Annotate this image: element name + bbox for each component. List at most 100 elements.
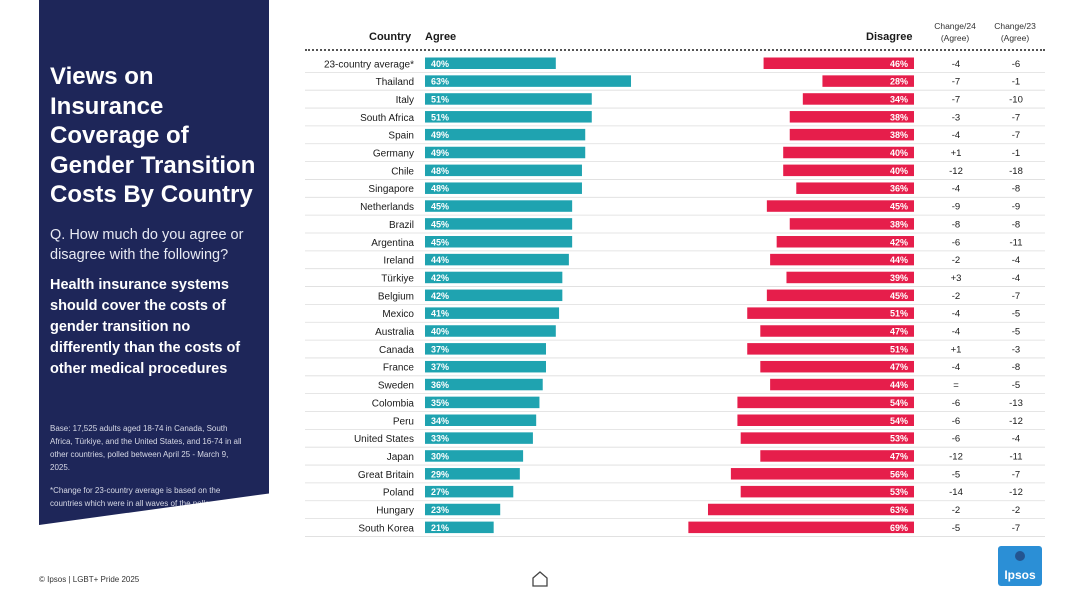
agree-bar [425, 325, 556, 337]
disagree-bar [796, 182, 914, 194]
home-icon[interactable] [531, 570, 549, 588]
change23-value: -9 [1012, 202, 1020, 213]
country-label: Colombia [372, 398, 415, 409]
agree-value-label: 49% [431, 148, 449, 158]
agree-value-label: 41% [431, 309, 449, 319]
country-label: Chile [391, 166, 414, 177]
agree-bar [425, 289, 563, 302]
page-title: Views on Insurance Coverage of Gender Tr… [50, 63, 256, 208]
country-label: Great Britain [358, 470, 414, 481]
disagree-header: Disagree [866, 31, 913, 43]
disagree-value-label: 39% [890, 273, 908, 283]
disagree-bar [766, 200, 914, 212]
agree-bar [425, 271, 563, 284]
change24-value: -2 [952, 505, 960, 516]
agree-bar [425, 360, 546, 373]
agree-bar [425, 378, 543, 391]
disagree-bar [740, 432, 914, 444]
disagree-value-label: 38% [890, 130, 908, 140]
disagree-value-label: 44% [890, 380, 908, 390]
agree-value-label: 42% [431, 291, 449, 301]
disagree-bar [822, 75, 914, 87]
change24-header-line1: Change/24 [934, 21, 976, 31]
change24-value: +1 [951, 344, 962, 355]
agree-bar [425, 414, 537, 426]
country-label: 23-country average* [324, 59, 414, 70]
change24-header: Change/24 (Agree) [926, 20, 984, 44]
agree-bar [425, 200, 573, 212]
change23-value: -6 [1012, 59, 1020, 70]
change23-value: -4 [1012, 273, 1020, 284]
disagree-value-label: 47% [890, 327, 908, 337]
agree-value-label: 34% [431, 416, 449, 426]
change24-value: -12 [949, 166, 963, 177]
disagree-value-label: 28% [890, 77, 908, 87]
change24-value: -4 [952, 184, 960, 195]
agree-bar [425, 182, 582, 194]
change23-value: -12 [1009, 416, 1023, 427]
disagree-value-label: 51% [890, 344, 908, 354]
agree-bar [425, 432, 533, 444]
disagree-value-label: 45% [890, 291, 908, 301]
change23-value: -8 [1012, 362, 1020, 373]
change24-value: -12 [949, 451, 963, 462]
change23-value: -3 [1012, 344, 1020, 355]
disagree-value-label: 40% [890, 148, 908, 158]
change23-header-line1: Change/23 [994, 21, 1036, 31]
agree-bar [425, 521, 494, 534]
agree-value-label: 29% [431, 469, 449, 479]
agree-bar [425, 75, 632, 87]
disagree-bar [763, 57, 914, 69]
change24-value: -4 [952, 327, 960, 338]
agree-value-label: 21% [431, 523, 449, 533]
disagree-bar [760, 325, 914, 337]
disagree-value-label: 36% [890, 184, 908, 194]
change24-value: -2 [952, 255, 960, 266]
change23-value: -5 [1012, 380, 1020, 391]
country-label: Türkiye [381, 273, 414, 284]
disagree-value-label: 63% [890, 505, 908, 515]
agree-value-label: 51% [431, 94, 449, 104]
agree-value-label: 63% [431, 77, 449, 87]
footer-credit: © Ipsos | LGBT+ Pride 2025 [39, 575, 140, 584]
country-label: Australia [375, 327, 414, 338]
agree-value-label: 48% [431, 166, 449, 176]
logo-text: Ipsos [1004, 568, 1036, 582]
agree-bar [425, 396, 540, 409]
change23-value: -10 [1009, 94, 1023, 105]
disagree-bar [776, 236, 914, 248]
change24-value: -2 [952, 291, 960, 302]
agree-bar [425, 146, 586, 159]
agree-bar [425, 111, 592, 123]
change-note: *Change for 23-country average is based … [50, 486, 221, 508]
change23-value: -7 [1012, 523, 1020, 534]
agree-bar [425, 503, 501, 516]
disagree-bar [786, 271, 914, 284]
change24-value: +1 [951, 148, 962, 159]
country-label: Sweden [378, 381, 414, 392]
disagree-value-label: 46% [890, 59, 908, 69]
change23-value: -7 [1012, 130, 1020, 141]
disagree-value-label: 47% [890, 362, 908, 372]
info-panel: Views on Insurance Coverage of Gender Tr… [39, 0, 269, 525]
change23-value: -11 [1009, 237, 1022, 248]
disagree-bar [747, 343, 914, 355]
ipsos-logo: Ipsos [998, 546, 1042, 586]
change24-value: -9 [952, 202, 960, 213]
change23-value: -11 [1009, 451, 1022, 462]
agree-bar [425, 485, 514, 498]
change23-value: -12 [1009, 487, 1023, 498]
base-note: Base: 17,525 adults aged 18-74 in Canada… [50, 424, 242, 472]
agree-value-label: 35% [431, 398, 449, 408]
agree-value-label: 37% [431, 362, 449, 372]
change23-header: Change/23 (Agree) [986, 20, 1044, 44]
disagree-bar [707, 503, 914, 516]
change23-value: -7 [1012, 112, 1020, 123]
disagree-value-label: 54% [890, 398, 908, 408]
disagree-bar [789, 111, 914, 123]
change24-value: -4 [952, 59, 960, 70]
disagree-value-label: 38% [890, 112, 908, 122]
disagree-value-label: 51% [890, 309, 908, 319]
agree-bar [425, 164, 582, 177]
agree-value-label: 45% [431, 219, 449, 229]
